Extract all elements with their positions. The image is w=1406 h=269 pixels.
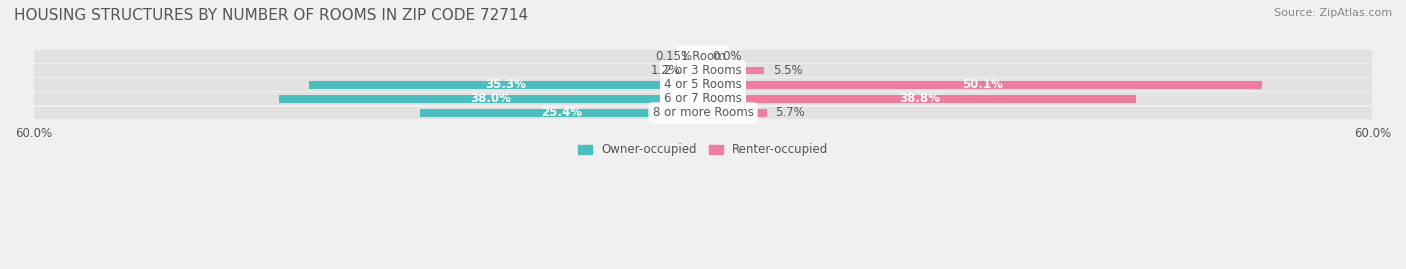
Text: 35.3%: 35.3% — [485, 78, 526, 91]
Bar — [703, 67, 765, 75]
Text: HOUSING STRUCTURES BY NUMBER OF ROOMS IN ZIP CODE 72714: HOUSING STRUCTURES BY NUMBER OF ROOMS IN… — [14, 8, 529, 23]
Text: 38.8%: 38.8% — [898, 92, 941, 105]
Bar — [34, 107, 1372, 119]
Bar — [309, 81, 703, 89]
Bar — [703, 109, 766, 117]
Text: Source: ZipAtlas.com: Source: ZipAtlas.com — [1274, 8, 1392, 18]
Bar — [278, 95, 703, 103]
Text: 6 or 7 Rooms: 6 or 7 Rooms — [664, 92, 742, 105]
Bar — [34, 78, 1372, 91]
Text: 25.4%: 25.4% — [541, 107, 582, 119]
Bar — [34, 50, 1372, 63]
Text: 5.7%: 5.7% — [776, 107, 806, 119]
Legend: Owner-occupied, Renter-occupied: Owner-occupied, Renter-occupied — [572, 139, 834, 161]
Text: 8 or more Rooms: 8 or more Rooms — [652, 107, 754, 119]
Bar — [703, 81, 1263, 89]
Bar — [702, 52, 703, 60]
Bar — [703, 95, 1136, 103]
Text: 5.5%: 5.5% — [773, 64, 803, 77]
Text: 38.0%: 38.0% — [471, 92, 512, 105]
Text: 0.15%: 0.15% — [655, 50, 692, 63]
Bar — [34, 93, 1372, 105]
Text: 1.2%: 1.2% — [651, 64, 681, 77]
Text: 4 or 5 Rooms: 4 or 5 Rooms — [664, 78, 742, 91]
Text: 1 Room: 1 Room — [681, 50, 725, 63]
Text: 2 or 3 Rooms: 2 or 3 Rooms — [664, 64, 742, 77]
Text: 0.0%: 0.0% — [711, 50, 741, 63]
Bar — [689, 67, 703, 75]
Text: 50.1%: 50.1% — [962, 78, 1002, 91]
Bar — [419, 109, 703, 117]
Bar — [34, 64, 1372, 77]
